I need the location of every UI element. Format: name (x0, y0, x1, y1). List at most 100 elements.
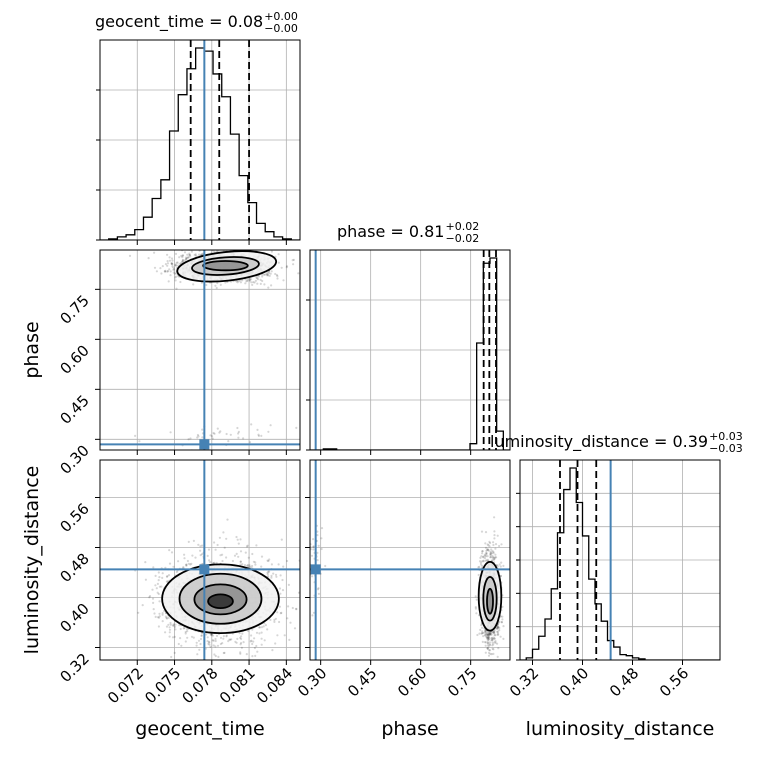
sample-point (189, 563, 192, 566)
sample-point (169, 623, 172, 626)
sample-point (218, 536, 221, 539)
truth-marker (310, 564, 321, 575)
sample-point (248, 564, 251, 567)
sample-point (208, 640, 211, 644)
sample-point (482, 560, 485, 563)
sample-point (168, 268, 171, 271)
sample-point (490, 639, 493, 642)
x-axis-label-geocent_time: geocent_time (135, 718, 264, 740)
sample-point (268, 271, 271, 274)
sample-point (286, 617, 289, 620)
sample-point (216, 281, 219, 285)
sample-point (227, 245, 229, 247)
sample-point (485, 635, 488, 639)
sample-point (295, 608, 298, 611)
sample-point (481, 631, 484, 635)
sample-point (155, 270, 158, 273)
sample-point (267, 559, 270, 563)
sample-point (239, 560, 242, 564)
sample-point (295, 607, 298, 610)
marginal-panel-luminosity_distance (520, 460, 720, 660)
sample-point (502, 564, 505, 568)
contour-line (176, 250, 278, 283)
contour-line (161, 563, 280, 635)
sample-point (212, 562, 215, 565)
sample-point (164, 615, 167, 618)
sample-point (326, 612, 328, 614)
sample-point (165, 580, 168, 583)
sample-point (491, 644, 494, 647)
sample-point (246, 564, 249, 567)
sample-point (222, 531, 225, 534)
sample-point (502, 637, 505, 641)
sample-point (209, 561, 212, 564)
sample-point (221, 553, 224, 556)
sample-point (144, 561, 147, 564)
sample-point (200, 253, 203, 256)
sample-point (205, 633, 208, 636)
sample-point (201, 553, 204, 556)
sample-point (128, 254, 132, 257)
sample-point (278, 587, 282, 590)
sample-point (239, 636, 242, 639)
sample-point (499, 574, 502, 578)
sample-point (260, 643, 263, 646)
sample-point (276, 277, 279, 280)
sample-point (173, 272, 176, 275)
sample-point (200, 634, 203, 637)
y-tick-label: 0.75 (56, 291, 92, 327)
sample-point (500, 543, 503, 546)
sample-point (174, 263, 177, 266)
sample-point (239, 652, 242, 655)
joint-frame-phase-luminosity_distance (309, 459, 511, 661)
sample-point (297, 272, 300, 275)
sample-point (230, 638, 233, 641)
sample-point (213, 250, 216, 253)
sample-point (167, 574, 171, 577)
sample-point (152, 566, 155, 569)
sample-point (212, 241, 214, 243)
sample-point (222, 637, 225, 640)
sample-point (249, 566, 252, 569)
sample-point (206, 640, 209, 643)
sample-point (210, 633, 213, 636)
sample-point (487, 544, 490, 547)
x-tick-label: 0.081 (216, 664, 259, 707)
sample-point (187, 256, 190, 259)
sample-point (172, 623, 175, 626)
sample-point (246, 564, 249, 568)
y-tick-label: 0.32 (56, 650, 92, 686)
sample-point (175, 261, 178, 264)
sample-point (189, 437, 192, 440)
sample-point (219, 554, 222, 557)
sample-point (191, 554, 194, 557)
sample-point (302, 600, 304, 602)
sample-point (214, 654, 217, 658)
sample-point (484, 630, 487, 633)
sample-point (236, 538, 239, 541)
sample-point (152, 608, 155, 611)
sample-point (201, 665, 203, 667)
sample-point (292, 258, 295, 261)
sample-point (277, 253, 280, 256)
sample-point (274, 642, 277, 645)
sample-point (181, 258, 184, 262)
sample-point (265, 274, 268, 277)
sample-point (256, 282, 259, 285)
sample-point (207, 548, 211, 551)
sample-point (260, 626, 263, 629)
sample-point (158, 600, 161, 603)
sample-point (486, 635, 489, 639)
sample-point (496, 630, 500, 633)
sample-point (183, 259, 186, 262)
sample-point (481, 550, 484, 553)
sample-point (251, 628, 254, 631)
sample-point (262, 273, 266, 276)
sample-point (177, 560, 180, 563)
sample-point (241, 632, 244, 635)
sample-point (480, 632, 483, 635)
sample-point (274, 573, 278, 576)
sample-point (174, 276, 177, 279)
sample-point (491, 637, 494, 641)
x-tick-label: 0.084 (253, 664, 296, 707)
